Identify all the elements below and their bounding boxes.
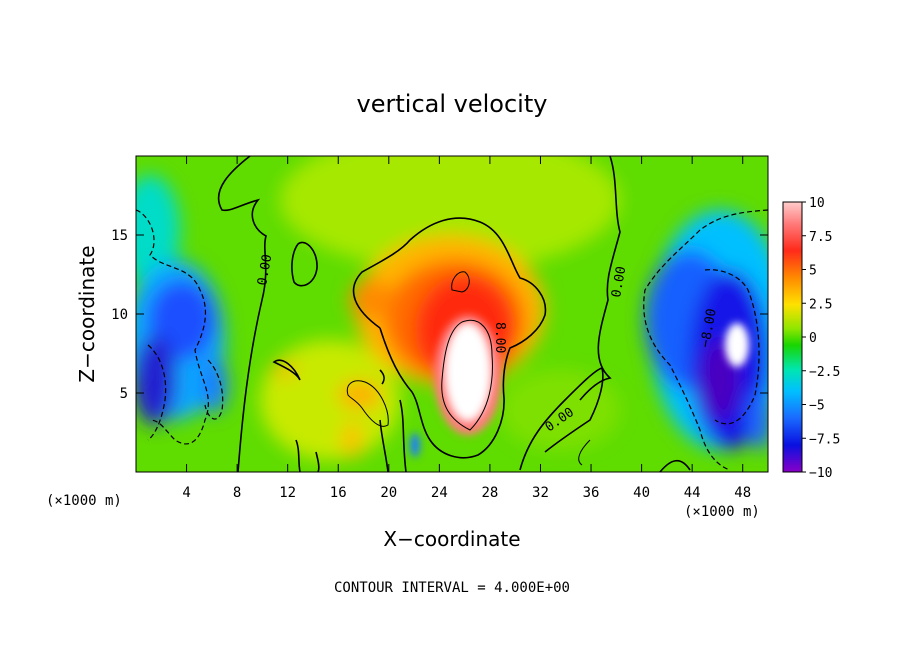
y-tick-label-0: 5 <box>120 386 128 402</box>
colorbar-tick-label-3: 2.5 <box>809 297 832 312</box>
colorbar: 10 7.5 5 2.5 0 −2.5 −5 −7.5 −10 <box>782 196 840 481</box>
chart-title: vertical velocity <box>357 90 548 118</box>
x-tick-label-3: 16 <box>330 485 347 501</box>
y-axis: 5 10 15 <box>111 228 768 402</box>
contour-label-1: 0.00 <box>255 253 275 286</box>
zero-contour-left <box>217 156 267 472</box>
x-unit-right: (×1000 m) <box>684 504 760 520</box>
colorbar-tick-label-0: 10 <box>809 196 825 211</box>
y-axis-label: Z−coordinate <box>75 245 99 382</box>
contour-label-5: −8.00 <box>698 308 720 349</box>
field-cores <box>410 315 749 457</box>
x-tick-label-0: 4 <box>182 485 190 501</box>
zero-contour-right <box>579 156 621 401</box>
x-tick-label-5: 24 <box>431 485 448 501</box>
contour-label-4: 0.00 <box>609 265 629 298</box>
y-tick-label-2: 15 <box>111 228 128 244</box>
contour-lines-thin <box>346 271 591 466</box>
contour-label-2: 8.00 <box>492 322 507 353</box>
x-tick-label-6: 28 <box>481 485 498 501</box>
x-tick-label-11: 48 <box>734 485 751 501</box>
colorbar-tick-label-5: −2.5 <box>809 365 840 380</box>
colorbar-tick-label-7: −7.5 <box>809 432 840 447</box>
colorbar-ticks: 10 7.5 5 2.5 0 −2.5 −5 −7.5 −10 <box>802 196 840 481</box>
plot-area: 0.00 8.00 0.00 0.00 −8.00 <box>136 156 768 472</box>
colorbar-tick-label-8: −10 <box>809 466 832 481</box>
negative-contour-right <box>643 209 768 471</box>
contour-lines-dashed <box>136 209 768 471</box>
colorbar-tick-label-4: 0 <box>809 331 817 346</box>
x-tick-label-2: 12 <box>279 485 296 501</box>
colorbar-tick-label-1: 7.5 <box>809 230 832 245</box>
x-tick-label-4: 20 <box>380 485 397 501</box>
x-tick-label-9: 40 <box>633 485 650 501</box>
zero-contour-low <box>519 367 604 471</box>
x-tick-label-1: 8 <box>233 485 241 501</box>
contour-interval-footer: CONTOUR INTERVAL = 4.000E+00 <box>334 580 570 596</box>
x-tick-label-10: 44 <box>684 485 701 501</box>
x-axis-label: X−coordinate <box>383 527 520 551</box>
x-tick-label-7: 32 <box>532 485 549 501</box>
positive-contour-core <box>352 217 547 459</box>
colorbar-tick-label-6: −5 <box>809 399 825 414</box>
x-axis: 4 8 12 16 20 24 28 32 36 40 44 48 <box>182 156 751 501</box>
colorbar-tick-label-2: 5 <box>809 264 817 279</box>
zero-contour-mid <box>291 241 318 287</box>
contour-lines <box>217 156 691 472</box>
x-tick-label-8: 36 <box>583 485 600 501</box>
x-unit-left: (×1000 m) <box>46 493 122 509</box>
negative-contour-left <box>136 209 209 445</box>
colorbar-ramp <box>782 201 803 473</box>
y-tick-label-1: 10 <box>111 307 128 323</box>
